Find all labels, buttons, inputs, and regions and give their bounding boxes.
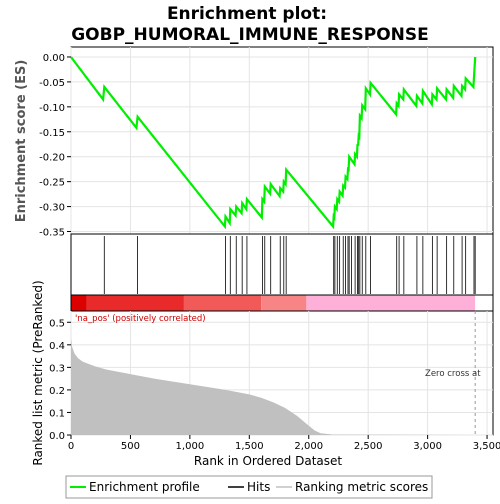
colorbar-segment <box>86 295 184 311</box>
es-tick-label: -0.35 <box>39 228 65 239</box>
hits-panel-frame <box>70 233 494 296</box>
metric-tick-label: 0.0 <box>49 431 65 442</box>
chart-title-line1: Enrichment plot: <box>167 4 327 24</box>
es-tick-label: -0.30 <box>39 203 65 214</box>
x-axis: 0 500 1,000 1,500 2,000 2,500 3,000 3,500 <box>68 435 500 452</box>
es-y-axis: 0.00 -0.05 -0.10 -0.15 -0.20 -0.25 -0.30 -0.35 <box>39 53 71 239</box>
rank-colorbar <box>71 295 493 311</box>
es-tick-label: -0.20 <box>39 153 65 164</box>
legend-hits-text: Hits <box>247 480 270 494</box>
es-tick-label: -0.15 <box>39 128 65 139</box>
es-profile-group <box>70 56 477 230</box>
x-tick-label: 2,000 <box>294 441 323 452</box>
colorbar-segment <box>475 295 493 311</box>
metric-y-axis-label: Ranked list metric (PreRanked) <box>31 280 45 465</box>
es-tick-label: -0.05 <box>39 78 65 89</box>
x-tick-label: 500 <box>121 441 140 452</box>
legend-metric-text: Ranking metric scores <box>295 480 428 494</box>
metric-area-group <box>71 311 476 435</box>
es-panel-frame <box>70 46 494 235</box>
positive-correlation-annotation: 'na_pos' (positively correlated) <box>75 314 206 324</box>
hits-group <box>103 236 476 294</box>
x-tick-label: 2,500 <box>354 441 383 452</box>
x-tick-label: 0 <box>68 441 74 452</box>
es-tick-label: -0.10 <box>39 103 65 114</box>
x-axis-label: Rank in Ordered Dataset <box>194 454 342 468</box>
x-tick-label: 1,000 <box>176 441 205 452</box>
x-tick-label: 3,500 <box>473 441 500 452</box>
legend: Enrichment profile Hits Ranking metric s… <box>65 475 433 499</box>
colorbar-segment <box>71 295 87 311</box>
legend-profile-text: Enrichment profile <box>89 480 200 494</box>
es-profile-line <box>70 56 477 230</box>
zero-cross-annotation: Zero cross at <box>425 369 481 379</box>
metric-tick-label: 0.2 <box>49 386 65 397</box>
metric-y-axis: 0.0 0.1 0.2 0.3 0.4 0.5 <box>49 318 71 442</box>
x-tick-label: 3,000 <box>413 441 442 452</box>
metric-tick-label: 0.5 <box>49 318 65 329</box>
colorbar-segment <box>261 295 307 311</box>
es-grid <box>70 47 493 234</box>
es-tick-label: 0.00 <box>43 53 65 64</box>
legend-box <box>65 475 433 499</box>
colorbar-segment <box>183 295 262 311</box>
es-tick-label: -0.25 <box>39 178 65 189</box>
metric-area <box>71 338 476 435</box>
metric-tick-label: 0.1 <box>49 408 65 419</box>
x-tick-label: 1,500 <box>235 441 264 452</box>
es-y-axis-label: Enrichment score (ES) <box>14 60 29 223</box>
colorbar-segment <box>306 295 476 311</box>
metric-tick-label: 0.3 <box>49 363 65 374</box>
chart-title-line2: GOBP_HUMORAL_IMMUNE_RESPONSE <box>71 25 429 45</box>
metric-tick-label: 0.4 <box>49 341 65 352</box>
